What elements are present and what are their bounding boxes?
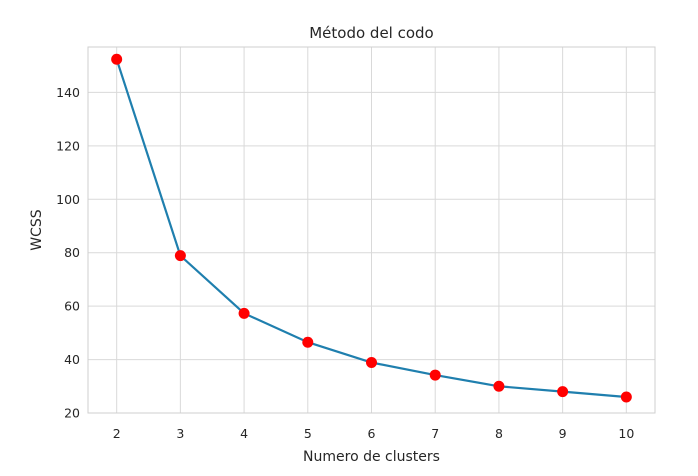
data-points	[111, 53, 632, 403]
data-point	[620, 391, 632, 403]
x-tick-label: 7	[431, 426, 439, 441]
data-point	[557, 386, 569, 398]
plot-border	[87, 46, 656, 414]
y-tick-labels: 20 40 60 80 100 120 140	[56, 85, 80, 421]
data-point	[302, 336, 314, 348]
x-tick-label: 6	[368, 426, 376, 441]
data-point	[174, 250, 186, 262]
y-axis-label: WCSS	[29, 209, 45, 251]
x-tick-label: 4	[240, 426, 248, 441]
x-tick-label: 9	[559, 426, 567, 441]
x-tick-label: 5	[304, 426, 312, 441]
x-tick-label: 8	[495, 426, 503, 441]
x-tick-label: 3	[176, 426, 184, 441]
data-point	[493, 380, 505, 392]
data-point	[366, 357, 377, 369]
y-tick-label: 40	[64, 352, 80, 367]
data-point	[429, 369, 441, 381]
x-tick-label: 10	[618, 426, 634, 441]
y-tick-label: 60	[64, 299, 80, 314]
y-tick-label: 140	[56, 85, 80, 100]
data-point	[111, 53, 123, 65]
y-tick-label: 80	[64, 245, 80, 260]
x-tick-labels: 2 3 4 5 6 7 8 9 10	[113, 426, 635, 441]
y-tick-label: 100	[56, 192, 80, 207]
x-axis-label: Numero de clusters	[303, 449, 440, 465]
x-tick-label: 2	[113, 426, 121, 441]
y-tick-label: 120	[56, 138, 80, 153]
y-tick-label: 20	[64, 406, 80, 421]
chart-title: Método del codo	[309, 24, 434, 42]
data-point	[238, 307, 250, 319]
